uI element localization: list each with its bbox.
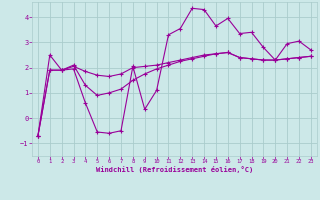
X-axis label: Windchill (Refroidissement éolien,°C): Windchill (Refroidissement éolien,°C): [96, 166, 253, 173]
